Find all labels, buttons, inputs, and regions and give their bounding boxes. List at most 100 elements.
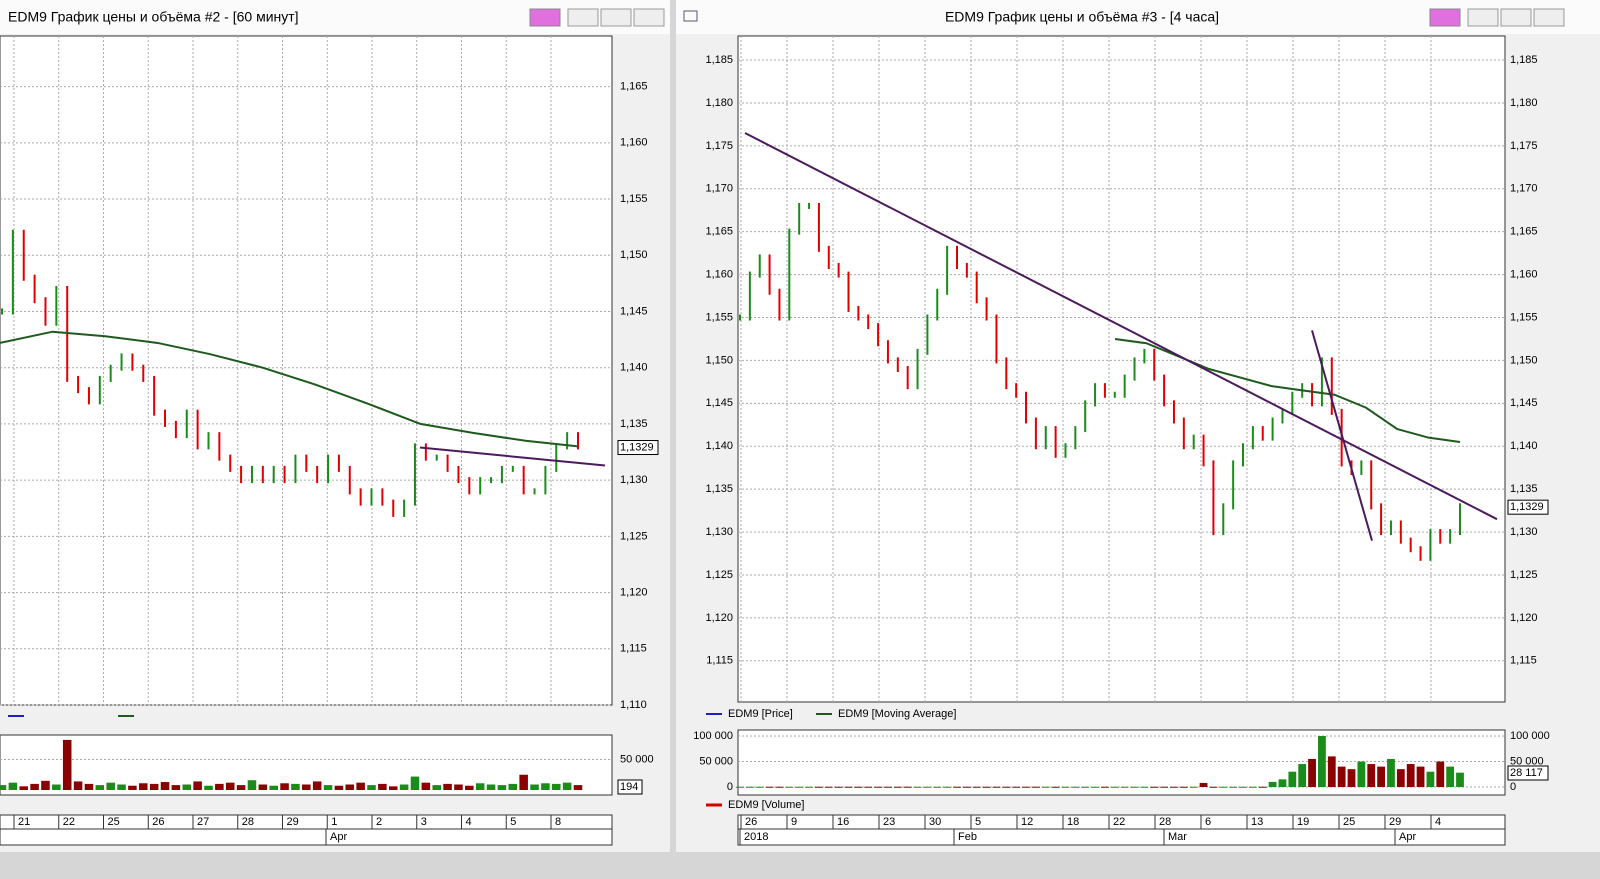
volume-bar: [992, 786, 1001, 788]
y-tick-label: 1,185: [705, 54, 733, 66]
date-label: 21: [18, 816, 30, 828]
volume-bar: [893, 786, 902, 788]
volume-bar: [573, 785, 583, 790]
volume-bar: [1179, 786, 1188, 788]
moving-average: [0, 330, 579, 448]
volume-bar: [182, 784, 192, 790]
last-volume-label: 194: [620, 781, 638, 793]
plot-area: [0, 35, 613, 706]
volume-bar: [815, 786, 823, 788]
volume-bar: [19, 786, 29, 790]
volume-bar: [834, 786, 843, 788]
volume-bar: [508, 783, 518, 790]
date-label: 26: [152, 816, 164, 828]
plot-area: [737, 35, 1506, 703]
volume-bar: [982, 786, 991, 788]
volume-bar: [1288, 771, 1297, 787]
volume-bar: [149, 783, 159, 790]
volume-bar: [117, 784, 126, 790]
volume-bar: [367, 785, 376, 790]
volume-bar: [1357, 761, 1366, 787]
volume-bar: [1248, 786, 1257, 788]
last-price-label: 1,1329: [620, 441, 654, 453]
volume-bar: [106, 782, 115, 790]
volume-bar: [443, 783, 452, 790]
volume-bar: [519, 774, 528, 790]
date-label: 4: [466, 816, 472, 828]
volume-bar: [562, 782, 572, 790]
minimize-button[interactable]: [567, 8, 599, 27]
volume-bar: [745, 786, 754, 788]
maximize-button[interactable]: [600, 8, 632, 27]
y-tick-label: 1,155: [705, 311, 733, 323]
volume-bar: [1416, 766, 1425, 787]
y-tick-label: 1,145: [1510, 397, 1538, 409]
date-label: 5: [975, 816, 981, 828]
y-tick-label: 1,140: [1510, 440, 1538, 452]
volume-bar: [432, 785, 441, 790]
date-label: 28: [242, 816, 254, 828]
y-tick-label: 1,175: [1510, 140, 1538, 152]
volume-bar: [933, 786, 942, 788]
volume-bar: [73, 781, 83, 790]
y-tick-label: 1,135: [1510, 483, 1538, 495]
y-tick-label: 1,125: [705, 569, 733, 581]
last-price-box: [617, 440, 659, 456]
volume-bar: [530, 784, 539, 790]
y-tick-label: 1,150: [1510, 354, 1538, 366]
volume-bar: [345, 784, 355, 790]
trend-line: [744, 132, 1498, 521]
maximize-button[interactable]: [1500, 8, 1532, 27]
volume-bar: [972, 786, 981, 788]
date-label: 27: [197, 816, 209, 828]
volume-bar: [323, 785, 333, 790]
volume-bar: [204, 785, 213, 790]
y-tick-label: 1,160: [705, 268, 733, 280]
volume-bar: [399, 784, 409, 790]
date-label: 25: [108, 816, 120, 828]
volume-bar: [475, 783, 485, 790]
date-label: 29: [287, 816, 299, 828]
y-tick-label: 50 000: [1510, 755, 1544, 767]
volume-bar: [1189, 786, 1198, 788]
volume-bar: [913, 786, 922, 788]
date-label: 28: [1159, 816, 1171, 828]
volume-bar: [824, 786, 833, 788]
volume-bar: [1219, 786, 1228, 788]
volume-bar: [1101, 786, 1109, 788]
volume-bar: [334, 785, 344, 790]
volume-bar: [30, 783, 39, 790]
link-button[interactable]: [529, 8, 561, 27]
close-button[interactable]: [1533, 8, 1565, 27]
date-label: 26: [745, 816, 757, 828]
volume-bar: [903, 786, 912, 788]
last-volume-box: [1507, 765, 1549, 781]
volume-bar: [1406, 764, 1415, 787]
volume-bar: [1456, 772, 1464, 787]
date-label: 5: [510, 816, 516, 828]
volume-bar: [1130, 786, 1139, 788]
volume-bar: [1308, 758, 1316, 787]
link-button[interactable]: [1429, 8, 1461, 27]
volume-bar: [1278, 779, 1287, 787]
volume-bar: [171, 785, 181, 790]
y-tick-label: 1,120: [620, 586, 648, 598]
date-label: 2: [376, 816, 382, 828]
volume-bar: [1012, 786, 1021, 788]
date-label: 25: [1343, 816, 1355, 828]
y-tick-label: 100 000: [693, 730, 733, 742]
volume-bar: [1091, 786, 1099, 788]
volume-bar: [258, 784, 268, 790]
month-label: Apr: [1399, 831, 1416, 843]
close-button[interactable]: [633, 8, 665, 27]
legend-label: EDM9 [Volume]: [728, 799, 804, 811]
volume-bar: [953, 786, 961, 788]
last-volume-label: 28 117: [1510, 767, 1543, 779]
volume-bar: [1426, 771, 1435, 787]
volume-bar: [236, 785, 246, 790]
minimize-button[interactable]: [1467, 8, 1499, 27]
volume-bar: [225, 782, 235, 790]
volume-bar: [1061, 786, 1070, 788]
